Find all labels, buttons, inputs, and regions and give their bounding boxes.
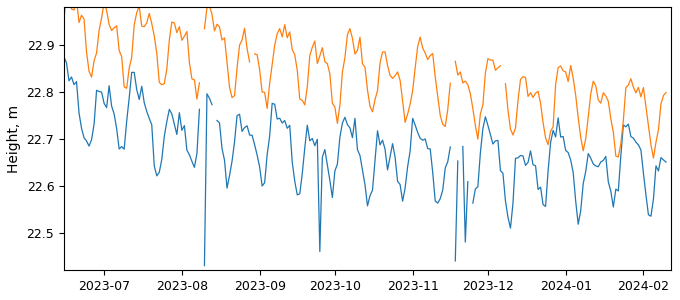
Y-axis label: Height, m: Height, m (7, 105, 21, 173)
